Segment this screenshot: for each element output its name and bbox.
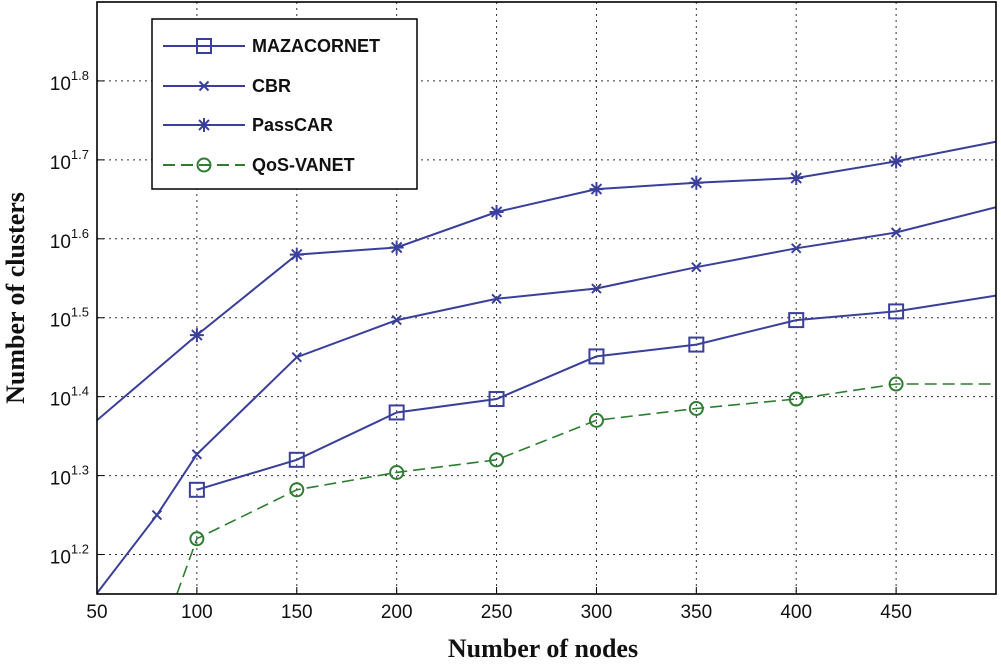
y-tick-base: 10 <box>50 232 71 253</box>
y-tick-label: 101.3 <box>50 463 89 490</box>
y-tick-base: 10 <box>50 469 71 490</box>
data-point <box>890 227 902 238</box>
data-point <box>389 464 405 480</box>
y-tick-label: 101.6 <box>50 226 89 253</box>
data-point <box>688 401 704 417</box>
data-point <box>391 314 402 326</box>
legend-marker <box>196 157 212 173</box>
x-axis-title: Number of nodes <box>448 634 638 663</box>
data-point <box>191 449 203 460</box>
x-tick-label: 100 <box>181 602 213 623</box>
data-point <box>888 303 905 320</box>
y-tick-base: 10 <box>50 74 71 95</box>
data-point <box>689 175 704 190</box>
data-point <box>489 204 504 219</box>
data-point <box>488 391 505 408</box>
x-tick-label: 250 <box>481 602 513 623</box>
data-point <box>189 531 205 547</box>
series-cbr <box>97 206 996 594</box>
y-tick-exponent: 1.8 <box>71 68 89 83</box>
legend-marker <box>198 80 210 92</box>
y-axis-title: Number of clusters <box>1 192 30 404</box>
legend-label: CBR <box>252 76 291 96</box>
x-axis-ticks: 50 100 150 200 250 300 350 400 450 <box>86 587 912 623</box>
data-point <box>791 243 802 254</box>
y-tick-label: 101.7 <box>50 147 89 174</box>
x-tick-label: 50 <box>86 602 107 623</box>
data-point <box>389 240 404 255</box>
data-point <box>288 451 305 468</box>
x-tick-label: 400 <box>780 602 812 623</box>
legend-marker <box>197 118 211 132</box>
y-tick-base: 10 <box>50 548 71 569</box>
data-point <box>789 171 804 186</box>
series-line <box>97 140 996 422</box>
data-point <box>188 481 205 498</box>
x-tick-label: 450 <box>880 602 912 623</box>
y-tick-base: 10 <box>50 390 71 411</box>
data-point <box>688 336 705 353</box>
series-mazacornet <box>188 294 996 498</box>
y-tick-label: 101.8 <box>50 68 89 95</box>
data-point <box>588 348 605 365</box>
y-tick-label: 101.4 <box>50 384 89 411</box>
y-tick-exponent: 1.3 <box>71 463 89 478</box>
y-tick-exponent: 1.5 <box>71 305 89 320</box>
x-tick-label: 150 <box>281 602 313 623</box>
y-tick-exponent: 1.2 <box>71 542 89 557</box>
data-point <box>151 509 163 521</box>
series-qos-vanet <box>176 376 996 594</box>
legend-entry-cbr: CBR <box>163 76 291 96</box>
y-tick-exponent: 1.6 <box>71 226 89 241</box>
data-point <box>588 412 604 428</box>
y-tick-exponent: 1.7 <box>71 147 89 162</box>
legend-label: MAZACORNET <box>252 36 380 56</box>
series-line <box>196 294 996 491</box>
data-point <box>289 482 305 498</box>
data-point <box>691 262 702 273</box>
y-tick-label: 101.5 <box>50 305 89 332</box>
y-tick-label: 101.2 <box>50 542 89 569</box>
legend-entry-passcar: PassCAR <box>163 115 333 135</box>
plot-frame <box>96 1 997 595</box>
series-line <box>176 383 996 594</box>
series-layer <box>97 140 996 594</box>
legend-entry-mazacornet: MAZACORNET <box>163 36 380 56</box>
legend-label: PassCAR <box>252 115 333 135</box>
data-point <box>591 283 602 294</box>
data-point <box>788 312 805 329</box>
series-passcar <box>97 140 996 422</box>
legend-entry-qos-vanet: QoS-VANET <box>163 155 355 175</box>
data-point <box>491 293 502 304</box>
data-point <box>388 404 405 421</box>
data-point <box>888 376 904 392</box>
data-point <box>589 182 604 197</box>
y-tick-base: 10 <box>50 311 71 332</box>
legend: MAZACORNET CBR PassCAR QoS-VANET <box>151 18 418 190</box>
x-tick-label: 300 <box>581 602 613 623</box>
data-point <box>189 328 204 343</box>
data-point <box>788 391 804 407</box>
legend-label: QoS-VANET <box>252 155 355 175</box>
legend-marker <box>196 38 212 54</box>
y-tick-base: 10 <box>50 153 71 174</box>
x-tick-label: 200 <box>381 602 413 623</box>
x-tick-label: 350 <box>680 602 712 623</box>
data-point <box>889 154 904 169</box>
data-point <box>291 351 302 363</box>
y-tick-exponent: 1.4 <box>71 384 89 399</box>
data-point <box>289 247 304 262</box>
data-point <box>489 452 505 468</box>
